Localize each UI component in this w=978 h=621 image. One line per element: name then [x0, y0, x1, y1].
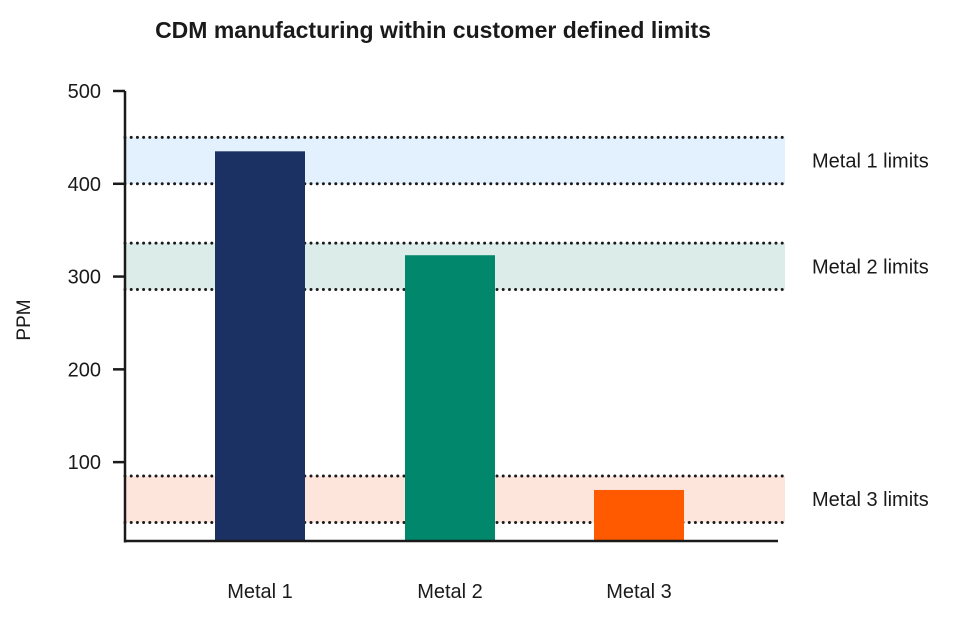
band-label: Metal 1 limits: [812, 151, 929, 173]
bar-metal-1: [215, 151, 305, 542]
x-tick-label: Metal 2: [417, 581, 483, 603]
x-tick-label: Metal 1: [227, 581, 293, 603]
band-label: Metal 3 limits: [812, 489, 929, 511]
y-tick-label: 300: [68, 267, 101, 289]
x-tick-label: Metal 3: [606, 581, 672, 603]
y-tick-label: 400: [68, 174, 101, 196]
band-label: Metal 2 limits: [812, 256, 929, 278]
y-tick-label: 100: [68, 452, 101, 474]
y-axis-label: PPM: [14, 299, 35, 340]
bar-metal-3: [594, 489, 684, 541]
bar-metal-2: [405, 255, 495, 541]
y-tick-label: 500: [68, 81, 101, 103]
chart-title: CDM manufacturing within customer define…: [155, 17, 711, 43]
y-tick-label: 200: [68, 359, 101, 381]
